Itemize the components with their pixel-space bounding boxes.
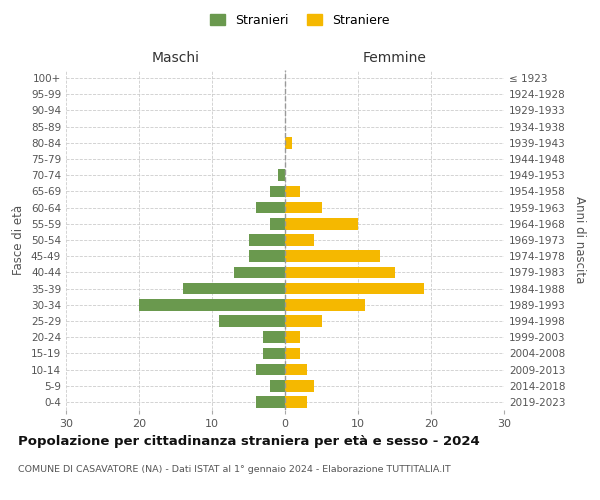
Bar [285, 364, 307, 376]
Bar [263, 348, 285, 359]
Text: Popolazione per cittadinanza straniera per età e sesso - 2024: Popolazione per cittadinanza straniera p… [18, 435, 480, 448]
Legend: Stranieri, Straniere: Stranieri, Straniere [205, 8, 395, 32]
Bar [183, 282, 285, 294]
Bar [256, 202, 285, 213]
Bar [285, 315, 322, 327]
Y-axis label: Anni di nascita: Anni di nascita [572, 196, 586, 284]
Bar [285, 380, 314, 392]
Y-axis label: Fasce di età: Fasce di età [13, 205, 25, 275]
Bar [278, 170, 285, 181]
Bar [285, 137, 292, 148]
Bar [285, 218, 358, 230]
Bar [271, 186, 285, 198]
Bar [139, 299, 285, 310]
Bar [256, 364, 285, 376]
Text: Maschi: Maschi [151, 51, 199, 65]
Bar [285, 332, 299, 343]
Bar [285, 234, 314, 246]
Bar [285, 202, 322, 213]
Bar [263, 332, 285, 343]
Bar [271, 218, 285, 230]
Bar [285, 348, 299, 359]
Bar [285, 250, 380, 262]
Bar [285, 396, 307, 407]
Bar [248, 234, 285, 246]
Bar [285, 299, 365, 310]
Bar [285, 186, 299, 198]
Bar [271, 380, 285, 392]
Bar [248, 250, 285, 262]
Text: Femmine: Femmine [362, 51, 427, 65]
Text: COMUNE DI CASAVATORE (NA) - Dati ISTAT al 1° gennaio 2024 - Elaborazione TUTTITA: COMUNE DI CASAVATORE (NA) - Dati ISTAT a… [18, 465, 451, 474]
Bar [285, 282, 424, 294]
Bar [256, 396, 285, 407]
Bar [285, 266, 395, 278]
Bar [234, 266, 285, 278]
Bar [220, 315, 285, 327]
